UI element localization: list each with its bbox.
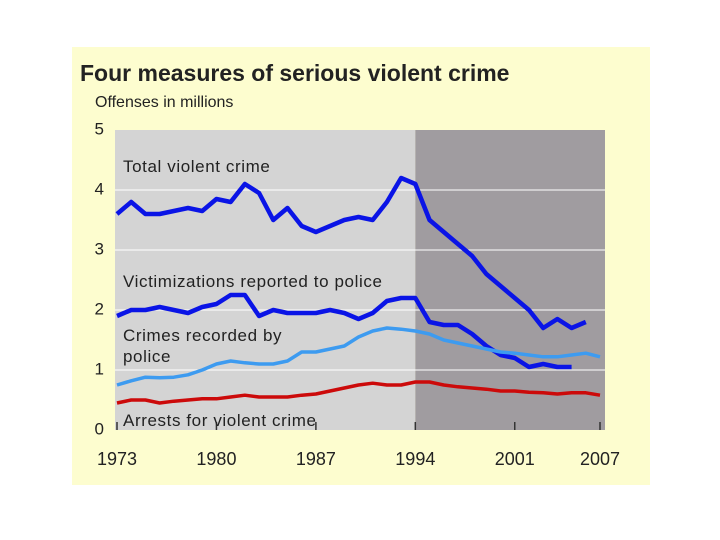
- series-line: [116, 326, 601, 387]
- x-tick-label: 2001: [495, 449, 535, 469]
- series-label: Crimes recorded by police: [123, 326, 283, 366]
- chart-title: Four measures of serious violent crime: [80, 60, 509, 86]
- y-tick-label: 5: [95, 119, 104, 138]
- x-tick-label: 1973: [97, 449, 137, 469]
- plot-background: [115, 130, 416, 430]
- plot-background-recent: [415, 130, 605, 430]
- x-tick-label: 2007: [580, 449, 620, 469]
- series-label: Victimizations reported to police: [123, 272, 383, 291]
- y-tick-label: 1: [95, 359, 104, 378]
- series-line: [115, 175, 587, 331]
- series-label: Arrests for violent crime: [123, 411, 317, 430]
- series-line: [116, 380, 601, 405]
- x-tick-label: 1987: [296, 449, 336, 469]
- x-tick-label: 1980: [196, 449, 236, 469]
- y-axis-label: Offenses in millions: [95, 94, 233, 111]
- y-tick-label: 3: [95, 239, 104, 258]
- x-tick-label: 1994: [395, 449, 435, 469]
- y-tick-label: 0: [95, 419, 104, 438]
- y-tick-label: 4: [95, 179, 104, 198]
- y-tick-label: 2: [95, 299, 104, 318]
- series-label: Total violent crime: [123, 157, 271, 176]
